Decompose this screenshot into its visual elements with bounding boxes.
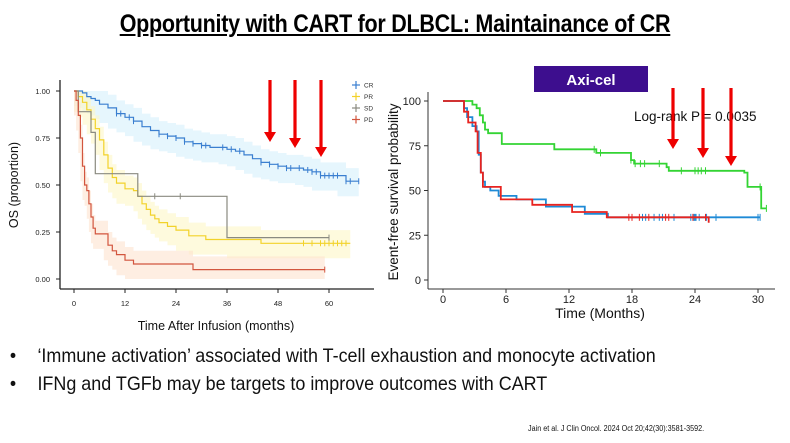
os-by-response-chart: 0.00 0.25 0.50 0.75 1.00 0 12 24 36 48 60 Time Af… bbox=[7, 80, 374, 333]
annotation-arrows bbox=[667, 88, 737, 166]
confidence-band-pd bbox=[74, 91, 325, 279]
y-axis-label: Event-free survival probability bbox=[386, 103, 401, 280]
x-tick-label: 24 bbox=[689, 294, 701, 306]
bullet-item: • ‘Immune activation’ associated with T-… bbox=[8, 345, 656, 373]
legend-label-sd: SD bbox=[364, 106, 373, 113]
y-tick-label: 0 bbox=[415, 275, 421, 287]
red-arrow-head bbox=[667, 139, 679, 149]
red-arrow-head bbox=[697, 148, 709, 158]
y-tick-label: 50 bbox=[409, 186, 421, 198]
x-tick-label: 24 bbox=[172, 299, 180, 308]
axi-cel-efs-chart: Axi-cel 0 25 50 75 100 0 6 12 18 24 30 Time (Mont… bbox=[386, 66, 775, 321]
x-tick-label: 36 bbox=[223, 299, 231, 308]
x-tick-label: 0 bbox=[440, 294, 446, 306]
series-line-pr bbox=[74, 90, 351, 244]
series-line-red bbox=[443, 100, 710, 223]
confidence-bands bbox=[74, 91, 359, 279]
x-tick-label: 60 bbox=[325, 299, 333, 308]
legend: CR PR SD PD bbox=[352, 81, 374, 124]
y-axis-label: OS (proportion) bbox=[7, 142, 21, 228]
series-line-sd bbox=[74, 90, 329, 239]
legend-label-pd: PD bbox=[364, 117, 373, 124]
x-tick-label: 18 bbox=[626, 294, 638, 306]
red-arrow-head bbox=[315, 147, 327, 157]
y-tick-label: 0.25 bbox=[35, 228, 50, 237]
y-tick-label: 75 bbox=[409, 141, 421, 153]
bullet-glyph: • bbox=[9, 345, 17, 367]
x-tick-label: 6 bbox=[503, 294, 509, 306]
y-tick-label: 0.50 bbox=[35, 181, 50, 190]
x-tick-label: 0 bbox=[72, 299, 76, 308]
bullet-item: • IFNg and TGFb may be targets to improv… bbox=[8, 373, 656, 401]
annotation-arrows bbox=[264, 80, 327, 157]
series-line-green bbox=[443, 100, 767, 210]
x-tick-label: 30 bbox=[752, 294, 764, 306]
log-rank-annotation: Log-rank P = 0.0035 bbox=[634, 109, 756, 124]
legend-label-cr: CR bbox=[364, 83, 374, 90]
bullet-text: ‘Immune activation’ associated with T-ce… bbox=[37, 345, 656, 367]
x-tick-label: 12 bbox=[121, 299, 129, 308]
x-tick-label: 48 bbox=[274, 299, 282, 308]
y-tick-label: 0.75 bbox=[35, 134, 50, 143]
y-tick-label: 25 bbox=[409, 230, 421, 242]
chart-title: Axi-cel bbox=[566, 72, 615, 89]
red-arrow-head bbox=[264, 132, 276, 142]
citation: Jain et al. J Clin Oncol. 2024 Oct 20;42… bbox=[528, 424, 705, 433]
series-lines bbox=[74, 90, 360, 273]
series-lines bbox=[443, 100, 767, 223]
y-tick-label: 1.00 bbox=[35, 87, 50, 96]
bullet-text: IFNg and TGFb may be targets to improve … bbox=[37, 373, 548, 395]
confidence-band-pr bbox=[74, 91, 351, 259]
chart-title-badge bbox=[534, 66, 648, 92]
confidence-band-cr bbox=[74, 91, 359, 197]
y-tick-label: 0.00 bbox=[35, 275, 50, 284]
series-line-pd bbox=[74, 90, 325, 271]
x-tick-label: 12 bbox=[563, 294, 575, 306]
slide-title: Opportunity with CART for DLBCL: Maintai… bbox=[119, 10, 671, 38]
red-arrow-head bbox=[289, 138, 301, 148]
y-tick-label: 100 bbox=[403, 96, 421, 108]
bullet-list: • ‘Immune activation’ associated with T-… bbox=[8, 345, 712, 401]
x-axis-label: Time (Months) bbox=[555, 305, 645, 321]
legend-label-pr: PR bbox=[364, 94, 373, 101]
bullet-glyph: • bbox=[9, 373, 17, 395]
red-arrow-head bbox=[725, 156, 737, 166]
x-axis-label: Time After Infusion (months) bbox=[138, 319, 295, 333]
